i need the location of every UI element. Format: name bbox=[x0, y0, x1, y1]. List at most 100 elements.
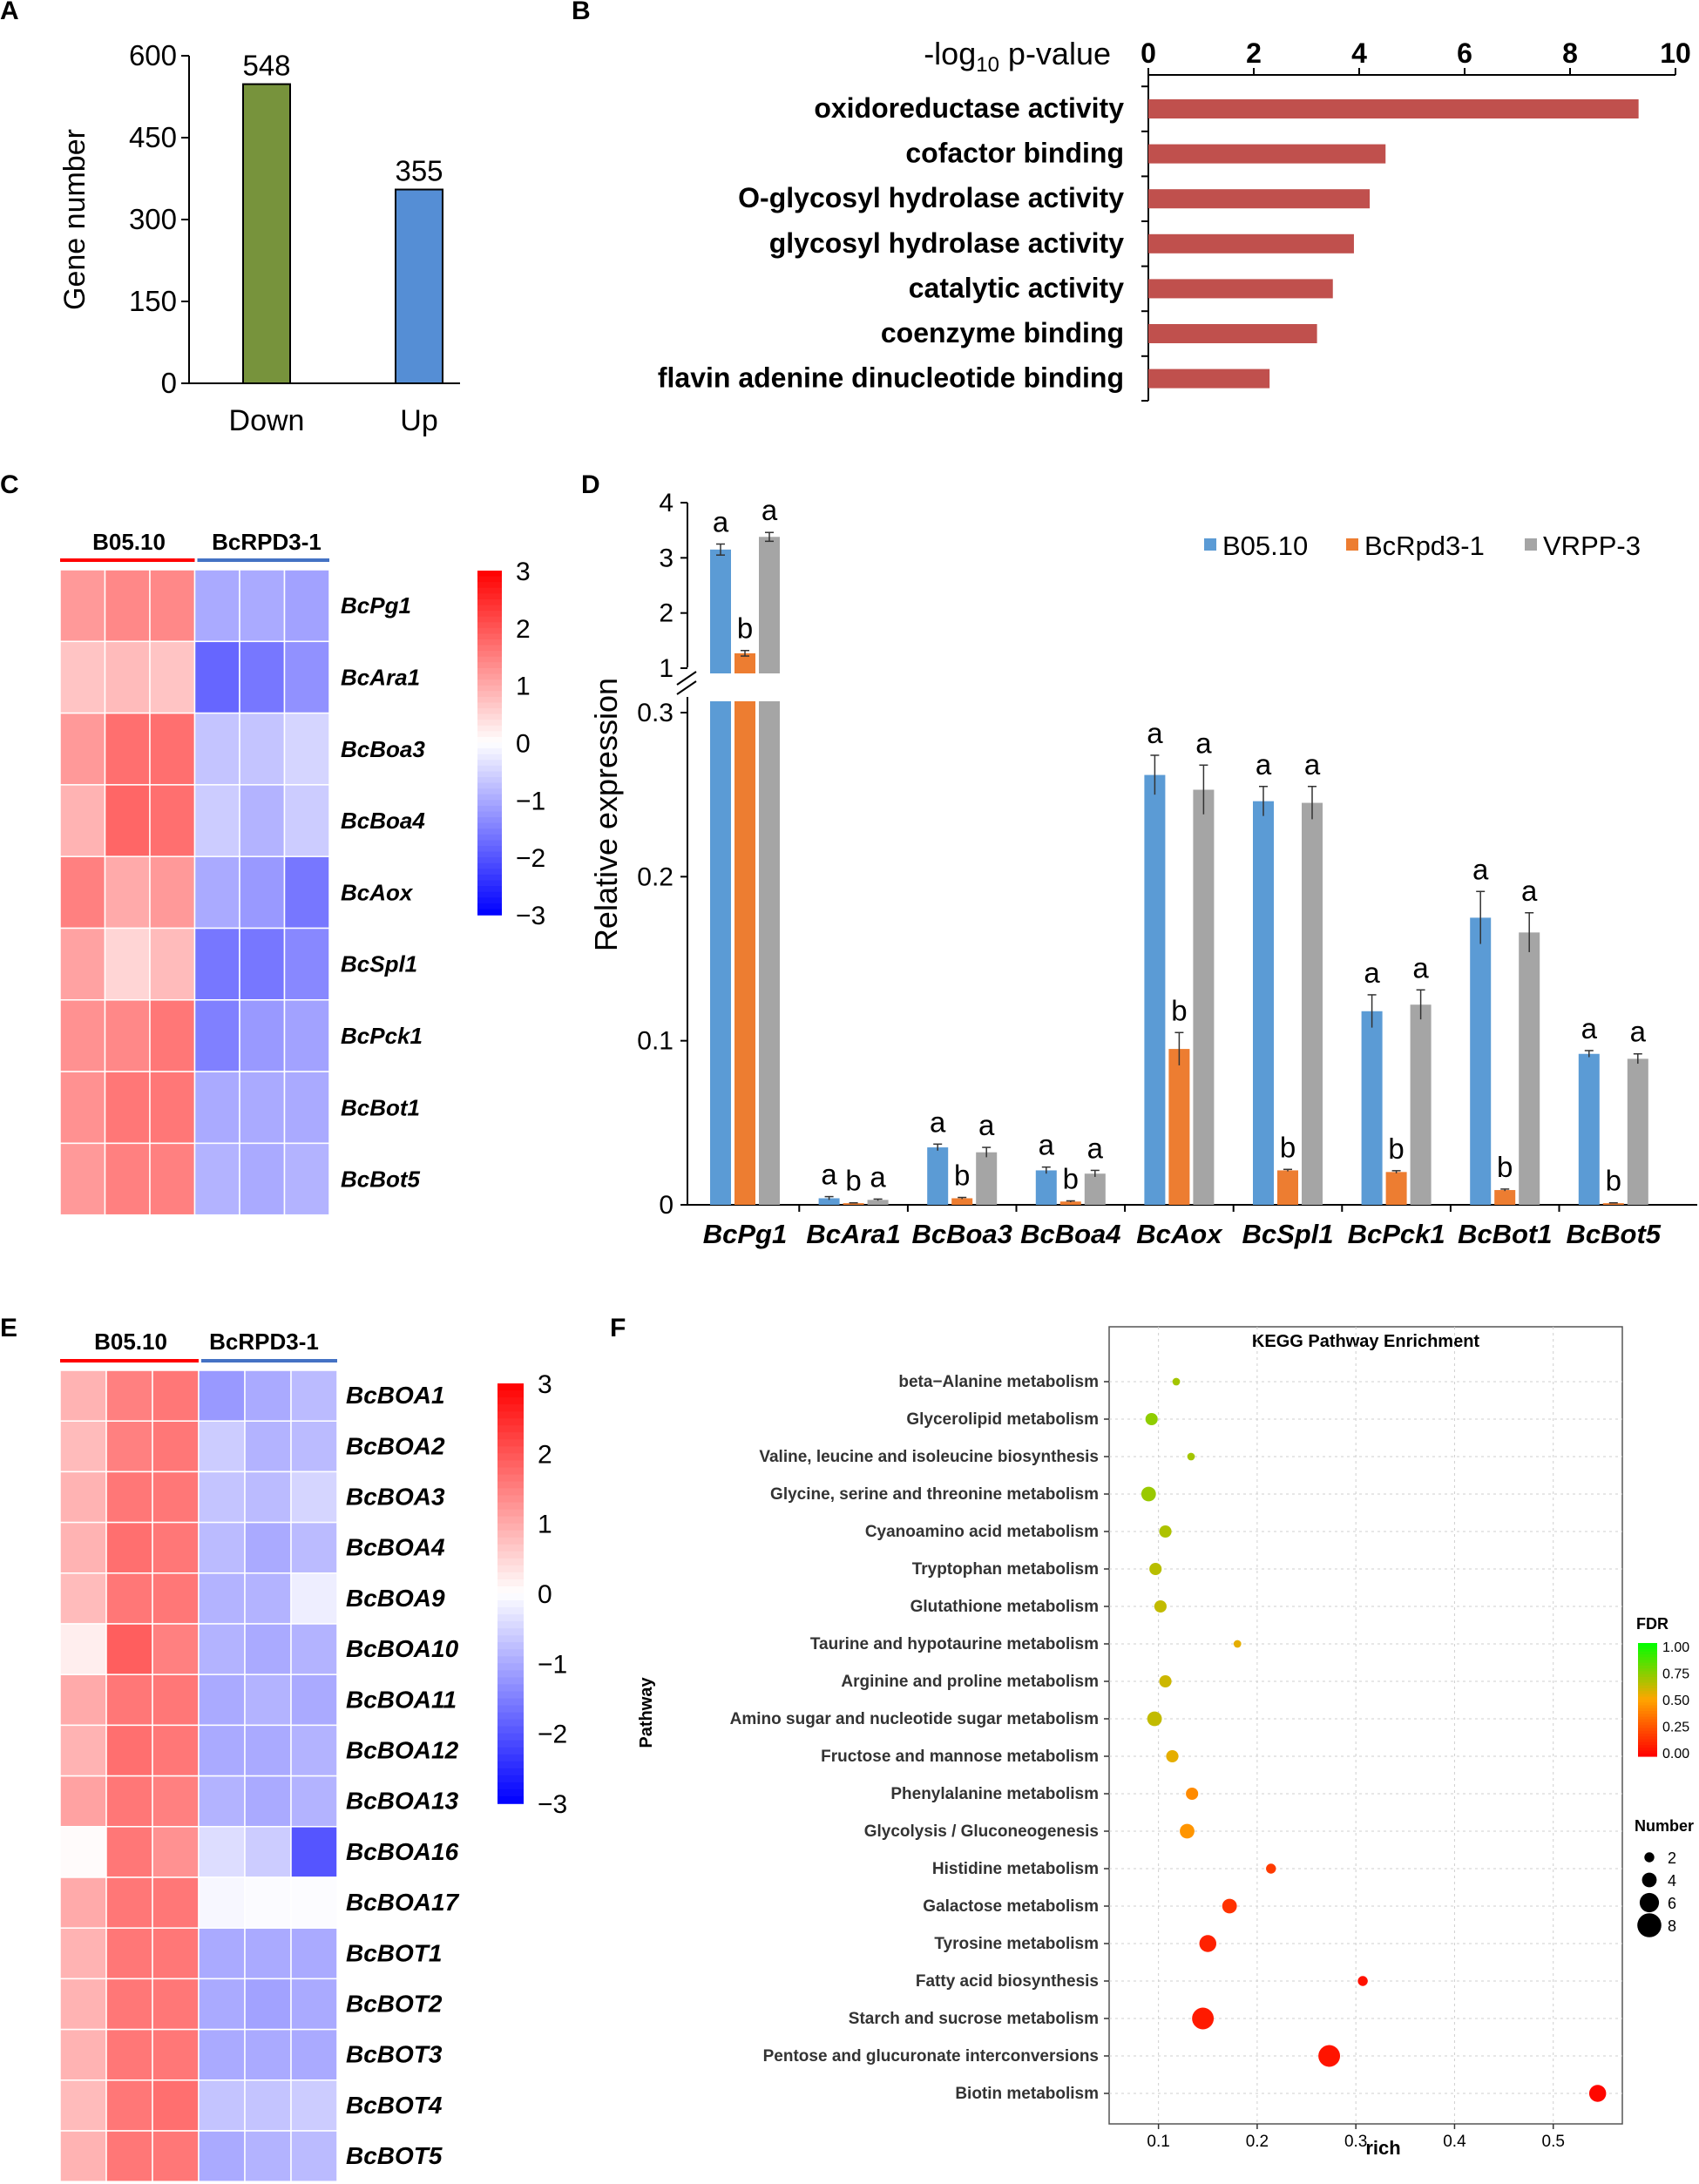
data-point bbox=[1233, 1640, 1242, 1648]
y-axis-title: Pathway bbox=[637, 1677, 656, 1748]
significance-letter: a bbox=[821, 1159, 837, 1191]
significance-letter: a bbox=[713, 506, 729, 538]
heatmap-cell bbox=[244, 1623, 292, 1675]
legend-gradient-step bbox=[477, 742, 502, 749]
heatmap-cell bbox=[149, 999, 196, 1072]
legend-gradient-step bbox=[498, 1628, 524, 1636]
legend-tick-label: 1 bbox=[538, 1511, 552, 1539]
row-label: BcBOT4 bbox=[346, 2092, 443, 2119]
heatmap-cell bbox=[59, 2130, 107, 2182]
legend-gradient-step bbox=[477, 639, 502, 646]
legend-gradient-step bbox=[498, 1705, 524, 1714]
x-tick-label: 10 bbox=[1660, 37, 1691, 69]
bar-upper-segment bbox=[759, 537, 780, 673]
x-tick-label: Down bbox=[229, 404, 305, 437]
pathway-label: Amino sugar and nucleotide sugar metabol… bbox=[730, 1710, 1099, 1728]
heatmap-cell bbox=[59, 1978, 107, 2031]
fdr-gradient-step bbox=[1638, 1702, 1657, 1707]
row-label: BcBot1 bbox=[341, 1094, 420, 1120]
heatmap-cell bbox=[152, 1521, 200, 1574]
heatmap-cell bbox=[290, 1369, 338, 1422]
heatmap-cell bbox=[198, 1724, 246, 1777]
heatmap-cell bbox=[104, 1071, 151, 1145]
heatmap-cell bbox=[244, 1724, 292, 1777]
heatmap-cell bbox=[152, 1471, 200, 1524]
legend-gradient-step bbox=[477, 880, 502, 887]
legend-gradient-step bbox=[498, 1698, 524, 1707]
row-label: BcBOT3 bbox=[346, 2041, 443, 2068]
data-point bbox=[1266, 1863, 1276, 1874]
heatmap-cell bbox=[105, 1369, 153, 1422]
heatmap-cell bbox=[290, 1420, 338, 1473]
heatmap-cell bbox=[152, 1978, 200, 2031]
y-tick-label: 2 bbox=[659, 599, 674, 628]
heatmap-cell bbox=[104, 999, 151, 1072]
y-tick-label: 0 bbox=[161, 367, 177, 399]
legend-gradient-step bbox=[477, 805, 502, 813]
legend-gradient-step bbox=[498, 1712, 524, 1721]
legend-gradient-step bbox=[498, 1614, 524, 1622]
heatmap-cell bbox=[59, 784, 106, 857]
bar bbox=[1148, 189, 1371, 209]
significance-letter: a bbox=[762, 494, 778, 526]
legend-gradient-step bbox=[477, 851, 502, 858]
legend-gradient-step bbox=[477, 702, 502, 709]
legend-gradient-step bbox=[477, 771, 502, 778]
legend-gradient-step bbox=[498, 1795, 524, 1804]
legend-gradient-step bbox=[477, 834, 502, 842]
heatmap-cell bbox=[290, 1623, 338, 1675]
bar bbox=[1410, 1004, 1432, 1205]
significance-letter: a bbox=[1364, 957, 1380, 989]
legend-gradient-step bbox=[477, 616, 502, 624]
legend-gradient-step bbox=[498, 1761, 524, 1769]
x-tick-label: 0.4 bbox=[1443, 2133, 1466, 2151]
legend-gradient-step bbox=[477, 817, 502, 824]
legend-gradient-step bbox=[498, 1488, 524, 1497]
heatmap-cell bbox=[59, 1775, 107, 1828]
bar-lower-segment bbox=[759, 701, 780, 1205]
fdr-gradient-step bbox=[1638, 1748, 1657, 1752]
category-label: flavin adenine dinucleotide binding bbox=[658, 362, 1124, 394]
legend-gradient-step bbox=[498, 1719, 524, 1728]
data-point bbox=[1318, 2045, 1341, 2067]
legend-gradient-step bbox=[498, 1740, 524, 1748]
heatmap-cell bbox=[198, 2079, 246, 2132]
y-tick-label: 150 bbox=[129, 285, 177, 317]
heatmap-cell bbox=[104, 1142, 151, 1216]
significance-letter: b bbox=[737, 612, 753, 645]
legend-gradient-step bbox=[477, 720, 502, 727]
heatmap-cell bbox=[198, 1775, 246, 1828]
heatmap-cell bbox=[105, 1927, 153, 1980]
y-tick-label: 600 bbox=[129, 39, 177, 71]
row-label: BcBot5 bbox=[341, 1166, 421, 1193]
row-label: BcBOA2 bbox=[346, 1432, 445, 1459]
heatmap-cell bbox=[193, 1142, 240, 1216]
row-label: BcBOT5 bbox=[346, 2142, 443, 2169]
legend-gradient-step bbox=[498, 1509, 524, 1518]
legend-gradient-step bbox=[477, 696, 502, 704]
legend-gradient-step bbox=[498, 1418, 524, 1426]
heatmap-cell bbox=[59, 1471, 107, 1524]
legend-gradient-step bbox=[498, 1684, 524, 1693]
fdr-gradient-step bbox=[1638, 1666, 1657, 1669]
legend-tick-label: 3 bbox=[538, 1370, 552, 1399]
heatmap-cell bbox=[152, 2028, 200, 2081]
legend-gradient-step bbox=[477, 605, 502, 612]
y-axis-title: Gene number bbox=[58, 129, 91, 310]
significance-letter: b bbox=[1606, 1165, 1621, 1197]
x-tick-label: Up bbox=[400, 404, 437, 437]
pathway-label: Arginine and proline metabolism bbox=[841, 1673, 1099, 1691]
number-legend-label: 6 bbox=[1668, 1895, 1676, 1912]
heatmap-cell bbox=[105, 1775, 153, 1828]
heatmap-cell bbox=[105, 1978, 153, 2031]
legend-gradient-step bbox=[498, 1432, 524, 1441]
bar bbox=[1494, 1190, 1516, 1205]
row-label: BcBoa4 bbox=[341, 808, 425, 834]
bar bbox=[1385, 1172, 1407, 1205]
number-legend-label: 2 bbox=[1668, 1849, 1676, 1867]
legend-gradient-step bbox=[498, 1467, 524, 1476]
heatmap-cell bbox=[104, 640, 151, 714]
fdr-gradient-step bbox=[1638, 1682, 1657, 1687]
group-label-bcrpd3: BcRPD3-1 bbox=[209, 1329, 319, 1355]
